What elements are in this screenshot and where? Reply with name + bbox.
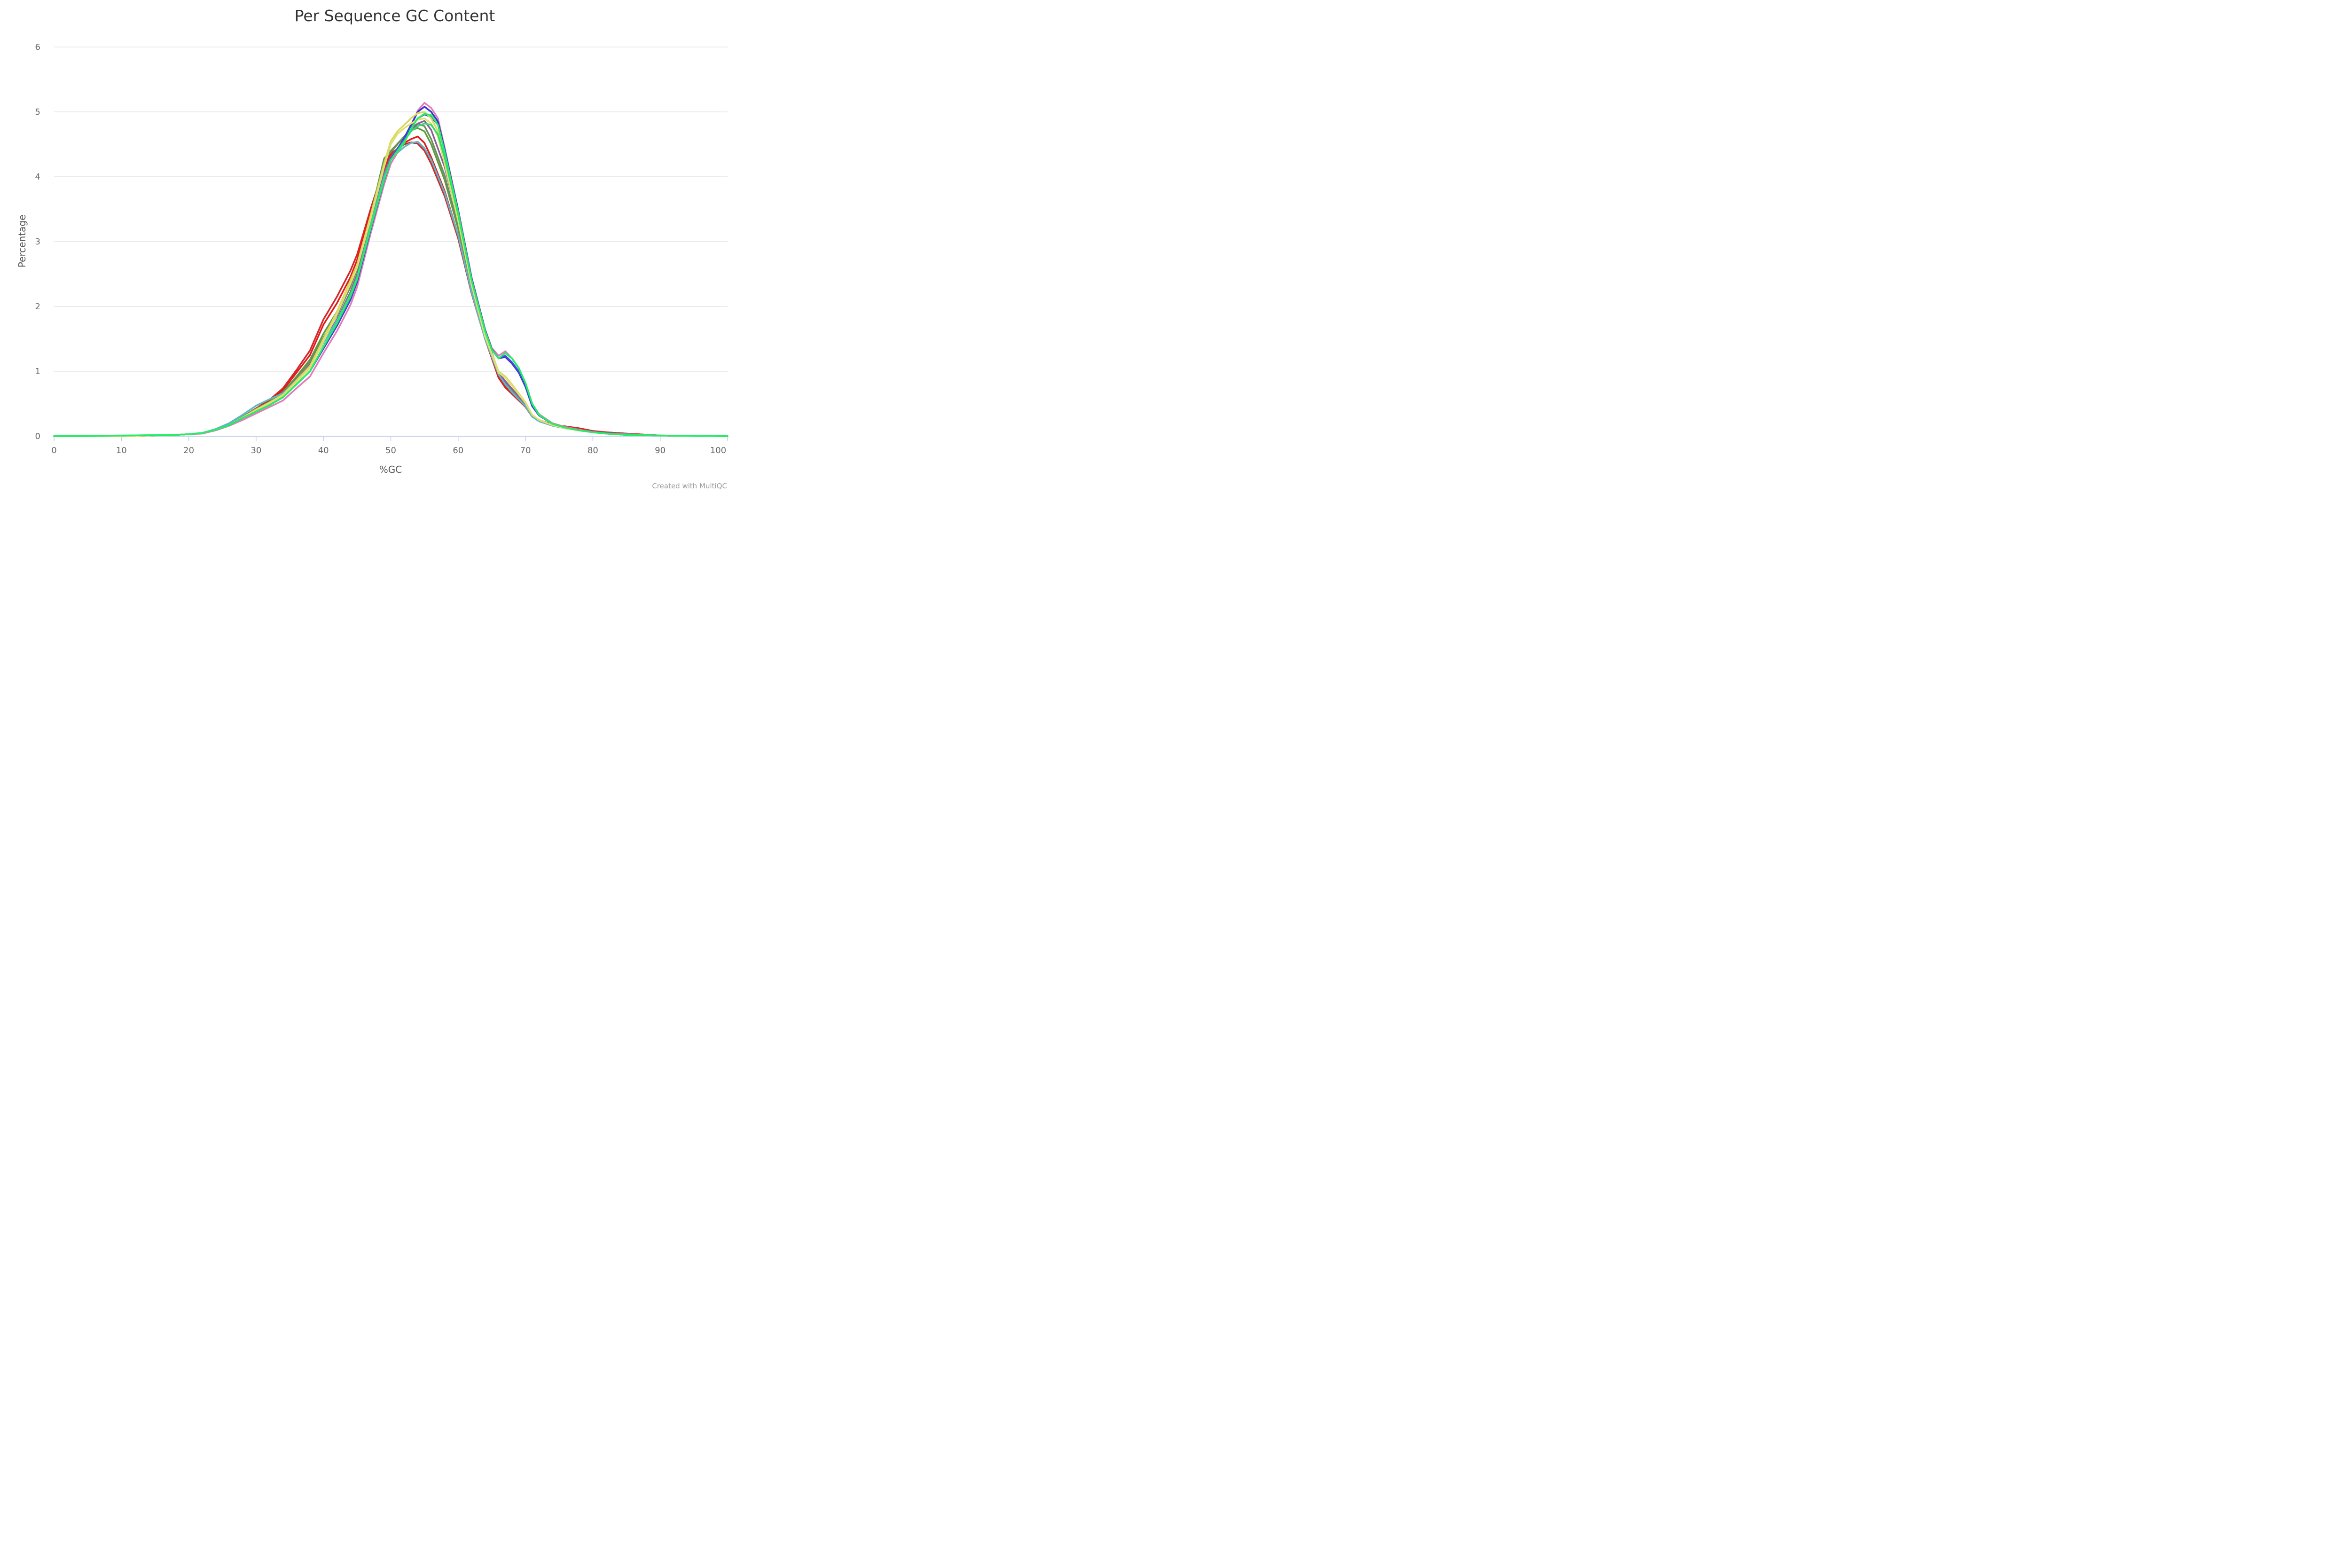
- series-line-6: [53, 141, 728, 437]
- y-tick-label: 1: [35, 367, 40, 376]
- x-tick-label: 50: [385, 446, 396, 455]
- y-tick-label: 3: [35, 237, 40, 247]
- series-line-5: [53, 120, 728, 437]
- y-tick-label: 2: [35, 302, 40, 312]
- y-tick-label: 0: [35, 431, 40, 441]
- series-line-13: [53, 113, 728, 437]
- x-tick-label: 70: [520, 446, 531, 455]
- x-tick-label: 30: [251, 446, 261, 455]
- y-tick-label: 6: [35, 42, 40, 52]
- series-line-12: [53, 123, 728, 437]
- chart-credit: Created with MultiQC: [652, 482, 727, 490]
- series-line-2: [53, 135, 728, 437]
- series-line-1: [53, 141, 728, 437]
- y-axis-label: Percentage: [16, 215, 28, 268]
- series-line-3: [53, 127, 728, 437]
- series-line-4: [53, 123, 728, 437]
- x-tick-label: 20: [183, 446, 194, 455]
- x-axis-ticks: 0 10 20 30 40 50 60 70 80 90 100: [51, 436, 728, 455]
- x-tick-label: 0: [51, 446, 56, 455]
- y-tick-label: 5: [35, 107, 40, 117]
- x-tick-label: 40: [318, 446, 329, 455]
- x-tick-label: 10: [116, 446, 127, 455]
- x-tick-label: 100: [710, 446, 726, 455]
- y-axis-ticks: 0 1 2 3 4 5 6: [35, 42, 40, 441]
- series-lines: [53, 102, 728, 437]
- x-tick-label: 90: [655, 446, 666, 455]
- chart-title: Per Sequence GC Content: [295, 7, 495, 25]
- x-tick-label: 60: [453, 446, 463, 455]
- x-axis-label: %GC: [379, 464, 402, 475]
- gridlines: [54, 47, 728, 372]
- gc-content-chart: Per Sequence GC Content 0 1 2 3 4 5 6 0 10 20 30 4…: [16, 7, 728, 490]
- y-tick-label: 4: [35, 172, 40, 182]
- x-tick-label: 80: [587, 446, 598, 455]
